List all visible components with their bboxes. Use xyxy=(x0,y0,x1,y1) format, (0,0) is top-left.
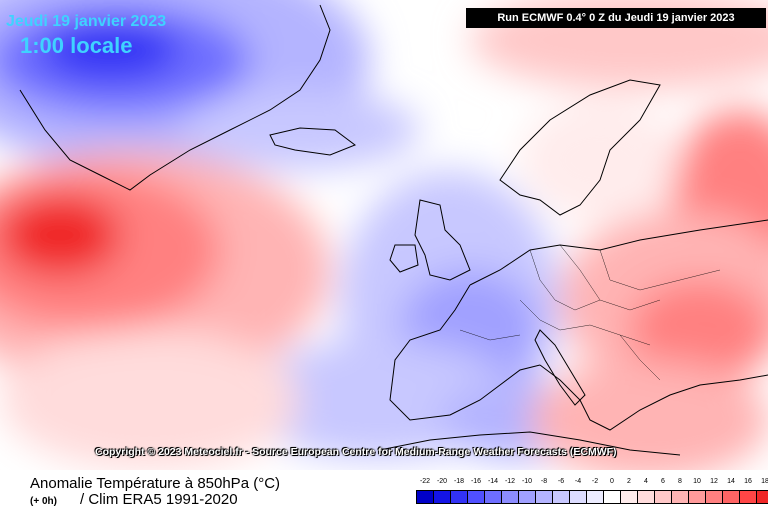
legend-label: 6 xyxy=(661,478,665,485)
coastlines xyxy=(19,4,768,456)
legend-swatch xyxy=(484,490,502,504)
legend-swatch xyxy=(433,490,451,504)
legend-label: 12 xyxy=(710,478,718,485)
legend-label: -14 xyxy=(487,478,499,485)
legend-label: 4 xyxy=(644,478,648,485)
lead-time: (+ 0h) xyxy=(30,496,57,507)
legend-swatch xyxy=(569,490,587,504)
legend-label: -8 xyxy=(540,478,548,485)
legend-label: 2 xyxy=(627,478,631,485)
legend-swatch xyxy=(654,490,672,504)
temperature-anomaly-map xyxy=(0,0,768,470)
legend-swatch xyxy=(722,490,740,504)
legend-label: -22 xyxy=(419,478,431,485)
legend-label: -20 xyxy=(436,478,448,485)
legend-label: 18 xyxy=(761,478,768,485)
legend-swatch xyxy=(739,490,757,504)
legend-swatch xyxy=(756,490,768,504)
legend-label: 14 xyxy=(727,478,735,485)
legend-labels: -22 -20 -18 -16 -14 -12 -10 -8 -6 -4 -2 0 2 4 6 8 10 12 14… xyxy=(416,478,768,488)
forecast-local-time: 1:00 locale xyxy=(20,33,133,58)
legend-label: -2 xyxy=(591,478,599,485)
legend-label: 0 xyxy=(610,478,614,485)
legend-swatch xyxy=(637,490,655,504)
legend-label: 10 xyxy=(693,478,701,485)
legend-swatch xyxy=(518,490,536,504)
legend-label: -18 xyxy=(453,478,465,485)
legend-swatch xyxy=(501,490,519,504)
legend-label: -4 xyxy=(574,478,582,485)
legend-label: -16 xyxy=(470,478,482,485)
legend-swatch xyxy=(467,490,485,504)
legend-swatch xyxy=(705,490,723,504)
legend-swatch xyxy=(535,490,553,504)
legend-swatch xyxy=(552,490,570,504)
legend-label: 16 xyxy=(744,478,752,485)
climatology-reference: / Clim ERA5 1991-2020 xyxy=(80,491,238,508)
legend-swatch xyxy=(450,490,468,504)
legend-label: 8 xyxy=(678,478,682,485)
legend-label: -12 xyxy=(504,478,516,485)
copyright-notice: Copyright © 2023 Meteociel.fr - Source E… xyxy=(95,446,617,458)
color-scale-legend: -22 -20 -18 -16 -14 -12 -10 -8 -6 -4 -2 0 2 4 6 8 10 12 14… xyxy=(416,478,768,508)
legend-swatch xyxy=(671,490,689,504)
legend-swatch xyxy=(688,490,706,504)
legend-swatch xyxy=(603,490,621,504)
legend-swatch xyxy=(586,490,604,504)
legend-swatch xyxy=(620,490,638,504)
legend-swatch xyxy=(416,490,434,504)
anomaly-field xyxy=(0,0,768,470)
map-title: Anomalie Température à 850hPa (°C) xyxy=(30,475,281,492)
legend-color-bar xyxy=(416,490,768,504)
model-run-label: Run ECMWF 0.4° 0 Z du Jeudi 19 janvier 2… xyxy=(466,8,766,28)
forecast-date: Jeudi 19 janvier 2023 xyxy=(6,13,167,30)
legend-label: -10 xyxy=(521,478,533,485)
country-borders xyxy=(459,244,721,381)
legend-label: -6 xyxy=(557,478,565,485)
